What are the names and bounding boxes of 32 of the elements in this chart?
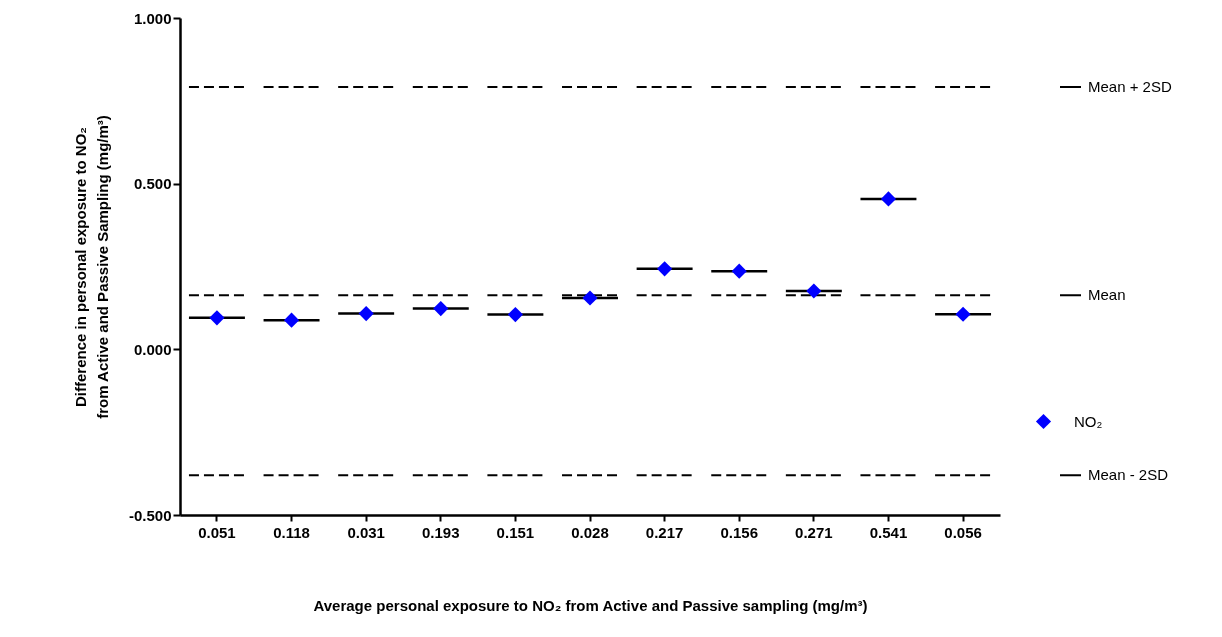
x-tick-label: 0.028 — [571, 523, 609, 541]
legend-label: NO₂ — [1074, 412, 1103, 430]
x-tick-label: 0.118 — [273, 523, 310, 541]
point — [731, 263, 747, 279]
y-tick-label: -0.500 — [128, 506, 172, 524]
ref-line-label: Mean — [1088, 286, 1126, 304]
y-tick-label: 0.000 — [133, 340, 172, 358]
x-tick-label: 0.151 — [496, 523, 535, 541]
point — [880, 191, 897, 207]
x-tick-label: 0.541 — [869, 523, 908, 541]
point — [433, 301, 449, 317]
x-tick-label: 0.051 — [198, 523, 236, 541]
x-tick-label: 0.271 — [795, 523, 833, 541]
x-tick-label: 0.193 — [422, 523, 460, 541]
y-axis-title: Difference in personal exposure to NO₂ from Active and Passive Sampling (mg/m³) — [71, 115, 111, 419]
point — [358, 305, 374, 322]
point — [955, 306, 971, 322]
point — [657, 261, 673, 277]
ref-line-label: Mean + 2SD — [1088, 77, 1172, 95]
x-tick-label: 0.056 — [944, 523, 982, 541]
point — [582, 290, 598, 306]
ref-line-label: Mean - 2SD — [1088, 466, 1169, 484]
x-axis-title: Average personal exposure to NO₂ from Active and Passive sampling (mg/m³) — [313, 596, 868, 614]
y-tick-label: 0.500 — [133, 175, 172, 193]
point — [209, 310, 225, 326]
point — [806, 283, 822, 299]
x-tick-label: 0.031 — [347, 523, 385, 541]
x-tick-label: 0.156 — [720, 523, 758, 541]
x-tick-label: 0.217 — [645, 523, 684, 541]
point — [283, 312, 300, 328]
point — [507, 306, 523, 323]
y-tick-label: 1.000 — [133, 9, 172, 27]
